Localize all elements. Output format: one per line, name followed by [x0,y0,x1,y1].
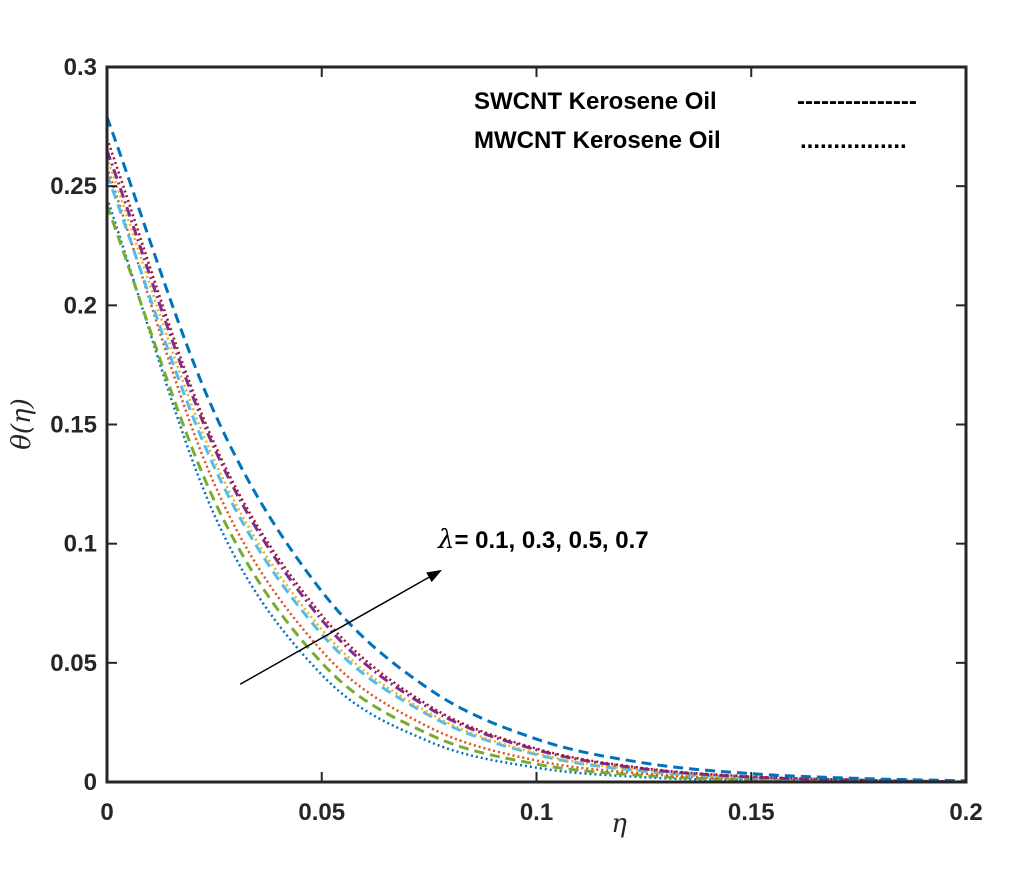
x-tick-label-1: 0.05 [298,799,345,826]
legend-entry-sample-0: --------------- [797,88,917,115]
series-line-7 [105,116,967,783]
series-line-5 [105,149,967,784]
plot-area [107,67,966,782]
annotation-symbol: λ [437,525,454,555]
x-tick-label-2: 0.1 [520,799,553,826]
y-tick-label-3: 0.15 [50,412,97,439]
annotation-label: λ= 0.1, 0.3, 0.5, 0.7 [437,525,649,555]
x-tick-label-3: 0.15 [728,799,775,826]
y-axis-label: θ(η) [7,398,37,450]
tick-layer: 0 0.05 0.1 0.15 0.2 0 0.05 0.1 0.15 0.2 0.25 0.3 [50,54,982,826]
x-axis-label: η [611,809,627,839]
annotation-arrowhead [426,569,443,583]
annotation-arrow [239,576,430,685]
y-tick-label-1: 0.05 [50,650,97,677]
legend-entry-label-0: SWCNT Kerosene Oil [474,88,717,115]
y-tick-label-4: 0.2 [64,292,97,319]
y-tick-label-5: 0.25 [50,173,97,200]
legend-entry-label-1: MWCNT Kerosene Oil [474,127,721,154]
y-tick-label-6: 0.3 [64,54,97,81]
y-tick-label-0: 0 [84,769,97,796]
series-line-0 [105,197,967,784]
series-line-1 [105,204,967,784]
x-tick-label-4: 0.2 [949,799,982,826]
y-tick-label-2: 0.1 [64,531,97,558]
legend: SWCNT Kerosene Oil --------------- MWCNT… [474,88,917,154]
x-tick-label-0: 0 [100,799,113,826]
annotation: λ= 0.1, 0.3, 0.5, 0.7 [239,525,649,685]
annotation-values: = 0.1, 0.3, 0.5, 0.7 [454,527,648,554]
legend-entry-sample-1: ................ [800,127,907,154]
